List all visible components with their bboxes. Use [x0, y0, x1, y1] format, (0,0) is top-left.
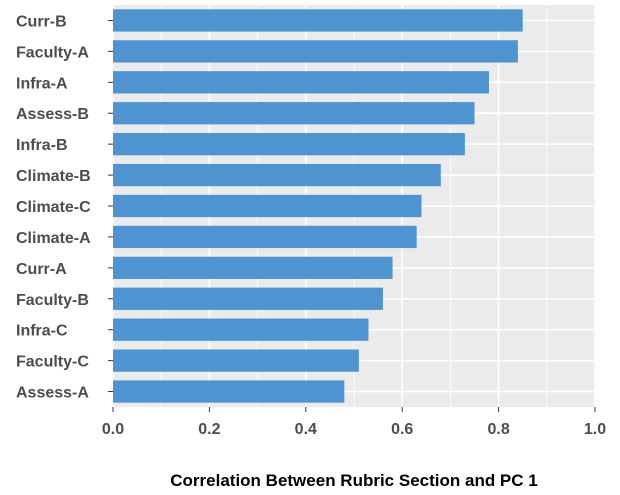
- y-tick-label: Infra-C: [16, 323, 68, 340]
- bar-faculty-a: [113, 40, 518, 63]
- x-tick-label: 0.4: [295, 421, 317, 438]
- bar-climate-c: [113, 194, 422, 218]
- bar-climate-b: [113, 163, 441, 187]
- y-tick-label: Climate-C: [16, 199, 91, 216]
- y-tick-label: Curr-B: [16, 13, 67, 30]
- x-tick-label: 0.6: [391, 421, 413, 438]
- bar-assess-b: [113, 102, 475, 125]
- y-tick-label: Climate-A: [16, 230, 91, 247]
- x-tick-label: 0.8: [487, 421, 509, 438]
- y-tick-label: Assess-A: [16, 385, 89, 402]
- y-tick-label: Faculty-A: [16, 44, 89, 61]
- y-tick-label: Faculty-B: [16, 292, 89, 309]
- bar-infra-c: [113, 318, 369, 341]
- bar-infra-a: [113, 71, 489, 94]
- x-tick-labels: 0.0 0.2 0.4 0.6 0.8 1.0: [102, 407, 606, 438]
- y-tick-label: Assess-B: [16, 106, 89, 123]
- y-tick-label: Climate-B: [16, 168, 91, 185]
- bar-faculty-b: [113, 287, 383, 310]
- x-tick-label: 1.0: [584, 421, 606, 438]
- x-tick-label: 0.0: [102, 421, 124, 438]
- bar-infra-b: [113, 133, 465, 156]
- x-axis-title: Correlation Between Rubric Section and P…: [170, 471, 537, 490]
- x-tick-label: 0.2: [198, 421, 220, 438]
- bar-curr-a: [113, 256, 393, 279]
- bar-faculty-c: [113, 349, 359, 372]
- y-tick-label: Infra-B: [16, 137, 68, 154]
- y-tick-labels: Curr-B Faculty-A Infra-A Assess-B Infra-B Cli…: [16, 13, 113, 402]
- y-tick-label: Faculty-C: [16, 354, 89, 371]
- y-tick-label: Curr-A: [16, 261, 67, 278]
- y-tick-label: Infra-A: [16, 75, 68, 92]
- bar-curr-b: [113, 9, 523, 32]
- bar-climate-a: [113, 225, 417, 249]
- bar-assess-a: [113, 380, 345, 403]
- bars: [113, 9, 523, 403]
